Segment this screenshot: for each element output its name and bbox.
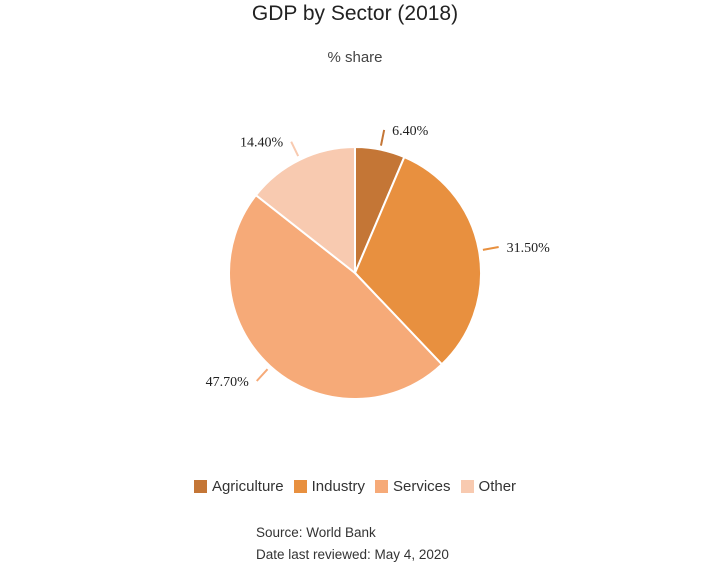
leader-line xyxy=(256,368,269,382)
pie-slice-industry[interactable] xyxy=(353,155,482,366)
chart-title: GDP by Sector (2018) xyxy=(251,2,459,25)
legend-label: Agriculture xyxy=(211,478,284,495)
source-note: Source: World Bank xyxy=(256,525,376,540)
chart-subtitle: % share xyxy=(327,49,383,66)
chart-legend: Agriculture Industry Services Other xyxy=(0,478,710,495)
legend-swatch xyxy=(293,480,307,493)
legend-label: Other xyxy=(478,478,517,495)
legend-label: Services xyxy=(393,478,451,495)
legend-item-agriculture[interactable]: Agriculture xyxy=(193,478,284,495)
chart-footer: Source: World Bank Date last reviewed: M… xyxy=(256,522,449,566)
legend-swatch xyxy=(375,480,388,493)
legend-item-services[interactable]: Services xyxy=(375,478,451,495)
data-label: 31.50% xyxy=(507,241,551,256)
leader-line xyxy=(379,129,386,146)
pie-slice-services[interactable] xyxy=(228,193,444,400)
pie-slice-other[interactable] xyxy=(254,145,356,276)
data-label: 47.70% xyxy=(206,375,250,390)
leader-line xyxy=(290,141,300,157)
reviewed-date: Date last reviewed: May 4, 2020 xyxy=(256,547,449,562)
leader-line xyxy=(482,246,499,251)
legend-item-industry[interactable]: Industry xyxy=(293,478,365,495)
legend-swatch xyxy=(460,480,474,493)
data-label: 14.40% xyxy=(240,136,284,151)
legend-label: Industry xyxy=(311,478,365,495)
pie-chart: 6.40% 31.50% 47.70% 14.40% xyxy=(206,124,551,400)
legend-item-other[interactable]: Other xyxy=(460,478,517,495)
legend-swatch xyxy=(193,480,207,493)
data-label: 6.40% xyxy=(392,124,429,139)
